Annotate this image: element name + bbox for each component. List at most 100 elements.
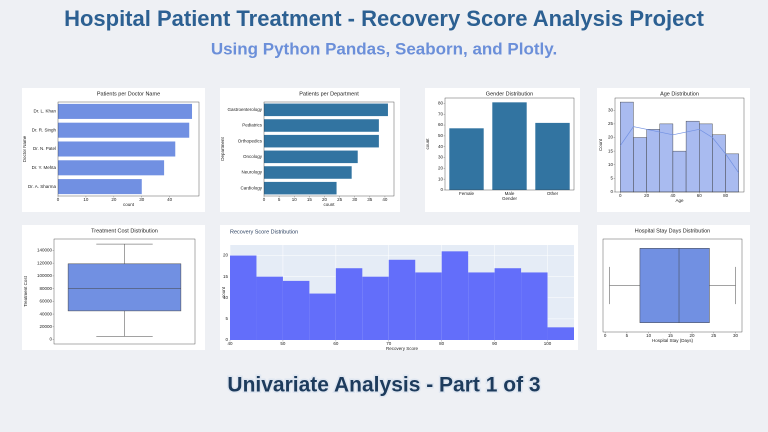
histogram-bar	[335, 268, 363, 340]
x-tick-label: 90	[492, 341, 498, 346]
chart-title: Patients per Doctor Name	[97, 91, 160, 97]
y-tick-label: 0	[49, 337, 52, 342]
histogram-bar	[646, 129, 660, 193]
x-tick-label: 15	[668, 333, 674, 338]
chart-title: Gender Distribution	[486, 91, 533, 97]
y-tick-label: 30	[608, 107, 614, 112]
histogram-bar	[415, 272, 442, 340]
chart-title: Hospital Stay Days Distribution	[635, 228, 711, 234]
y-tick-label: Neurology	[241, 170, 262, 175]
x-axis-label: Gender	[502, 196, 518, 201]
y-tick-label: 100000	[37, 273, 53, 278]
bar	[58, 103, 193, 119]
histogram-bar	[230, 255, 257, 340]
histogram-bar	[521, 272, 548, 340]
x-axis-label: Hospital Stay (Days)	[652, 338, 694, 343]
y-tick-label: 20	[223, 253, 229, 258]
y-tick-label: 15	[223, 274, 229, 279]
y-tick-label: 140000	[37, 248, 53, 253]
axes-frame	[263, 101, 395, 197]
bar	[449, 128, 484, 190]
histogram-bar	[699, 123, 713, 193]
x-tick-label: 60	[697, 193, 703, 198]
y-tick-label: 60000	[39, 299, 52, 304]
histogram-bar	[725, 153, 739, 193]
y-tick-label: 15	[608, 148, 614, 153]
bar	[264, 103, 388, 117]
x-tick-label: 0	[57, 197, 60, 202]
y-axis-label: Count	[598, 138, 603, 151]
x-tick-label: 40	[167, 197, 173, 202]
x-tick-label: Other	[547, 191, 559, 196]
axes-frame	[444, 97, 575, 191]
x-tick-label: 0	[263, 197, 266, 202]
histogram-bar	[309, 293, 336, 340]
x-tick-label: 0	[619, 193, 622, 198]
x-axis-label: Age	[675, 198, 684, 203]
y-tick-label: 60	[438, 122, 444, 127]
main-title: Hospital Patient Treatment - Recovery Sc…	[64, 6, 705, 31]
y-tick-label: 40	[438, 144, 444, 149]
y-tick-label: 20	[608, 135, 614, 140]
x-tick-label: 80	[439, 341, 445, 346]
x-tick-label: 20	[644, 193, 650, 198]
x-tick-label: Male	[505, 191, 515, 196]
bar	[264, 134, 379, 148]
x-tick-label: 10	[292, 197, 298, 202]
y-tick-label: 10	[438, 176, 444, 181]
x-tick-label: 10	[646, 333, 652, 338]
y-tick-label: 30	[438, 155, 444, 160]
y-tick-label: 0	[225, 337, 228, 342]
bar	[264, 150, 358, 164]
histogram-bar	[256, 276, 283, 340]
y-tick-label: Dr. N. Patel	[33, 146, 56, 151]
chart-title: Patients per Department	[299, 91, 359, 97]
bar	[492, 102, 527, 190]
y-tick-label: 5	[610, 176, 613, 181]
y-tick-label: 80	[438, 101, 444, 106]
y-tick-label: Pediatrics	[242, 123, 263, 128]
axes-frame	[614, 97, 745, 193]
x-tick-label: 20	[322, 197, 328, 202]
y-tick-label: Gastroenterology	[227, 107, 262, 112]
histogram-bar	[620, 101, 634, 193]
histogram-bar	[282, 280, 310, 340]
y-tick-label: 40000	[39, 311, 52, 316]
y-tick-label: 20	[438, 166, 444, 171]
histogram-bar	[388, 259, 416, 340]
x-tick-label: 100	[544, 341, 552, 346]
x-axis-label: count	[123, 202, 135, 207]
bar	[264, 181, 337, 195]
x-tick-label: 70	[386, 341, 392, 346]
y-tick-label: Dr. A. Sharma	[28, 184, 57, 189]
histogram-bar	[712, 134, 726, 193]
y-axis-label: Doctor Name	[22, 135, 27, 162]
x-tick-label: 30	[139, 197, 145, 202]
footer: Univariate Analysis - Part 1 of 3	[227, 374, 540, 397]
y-tick-label: Orthopedics	[238, 138, 263, 143]
x-tick-label: 60	[333, 341, 339, 346]
x-tick-label: 15	[307, 197, 313, 202]
x-tick-label: 20	[111, 197, 117, 202]
axes-frame	[57, 101, 200, 197]
x-tick-label: Female	[459, 191, 475, 196]
bar	[264, 119, 379, 132]
y-tick-label: Dr. L. Khan	[33, 109, 56, 114]
x-tick-label: 35	[367, 197, 373, 202]
x-tick-label: 25	[711, 333, 717, 338]
x-tick-label: 20	[690, 333, 696, 338]
x-tick-label: 50	[280, 341, 286, 346]
x-axis-label: count	[323, 202, 335, 207]
bar	[58, 160, 165, 176]
y-tick-label: 25	[608, 121, 614, 126]
x-tick-label: 30	[352, 197, 358, 202]
box	[67, 263, 182, 312]
y-tick-label: Dr. R. Singh	[32, 127, 57, 132]
y-tick-label: 20000	[39, 324, 52, 329]
bar	[58, 122, 190, 138]
bar	[264, 166, 352, 179]
y-tick-label: 0	[610, 189, 613, 194]
histogram-bar	[441, 251, 469, 340]
